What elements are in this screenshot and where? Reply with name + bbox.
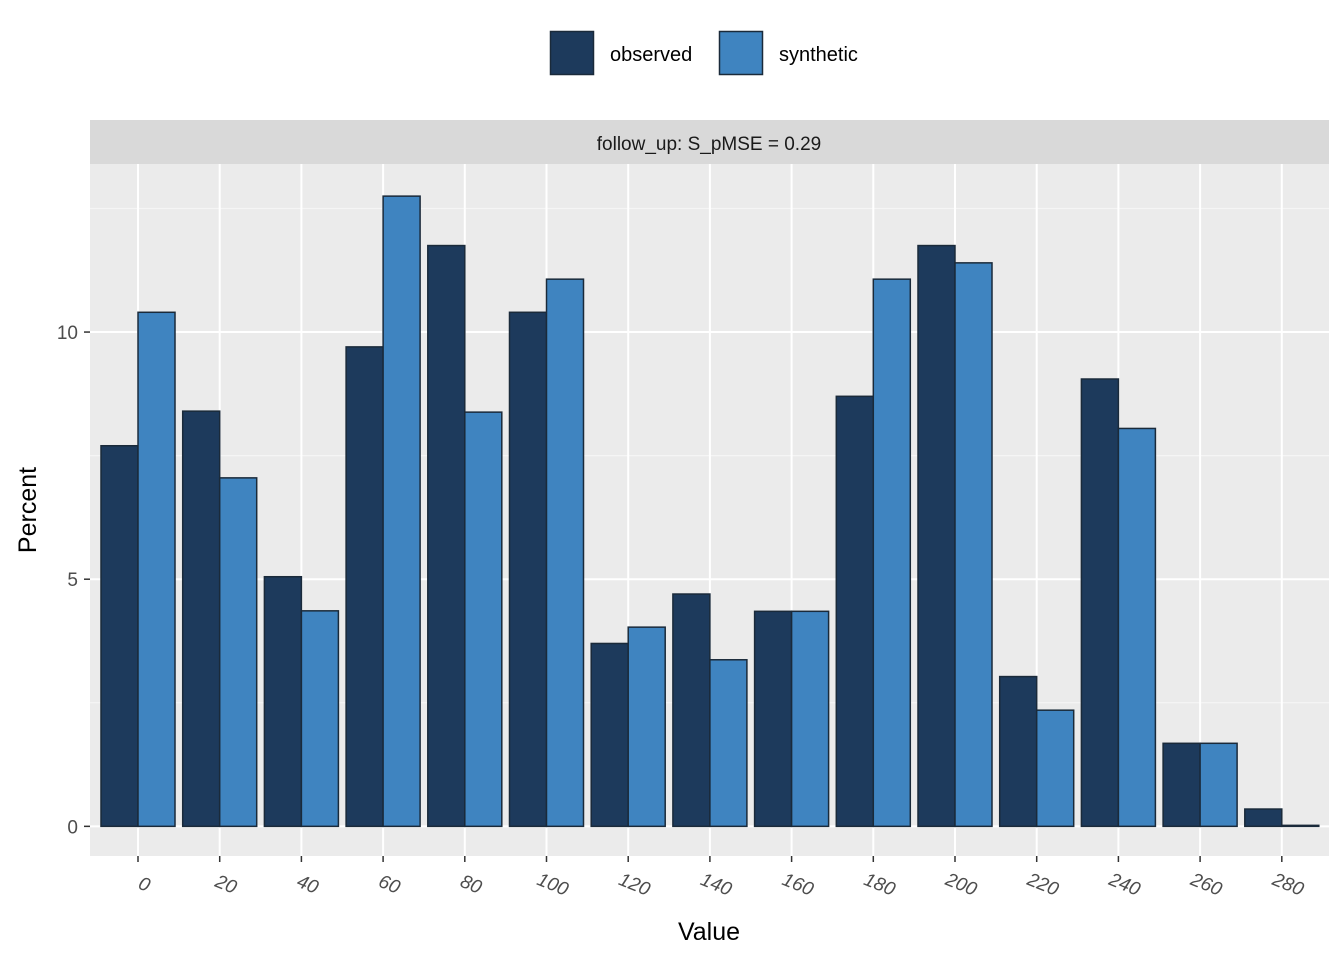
legend-label-synthetic: synthetic bbox=[779, 44, 858, 66]
x-axis: 0 20 40 60 80 100 120 140 160 180 200 220 240 260 280 bbox=[135, 856, 1307, 901]
y-axis-title: Percent bbox=[14, 467, 42, 553]
bar-observed-100 bbox=[508, 311, 548, 828]
bar-synthetic-60 bbox=[382, 195, 421, 828]
bar-observed-220 bbox=[998, 675, 1038, 828]
bar-observed-0 bbox=[100, 444, 139, 828]
x-tick-label: 280 bbox=[1268, 869, 1307, 901]
y-tick-label: 0 bbox=[67, 817, 78, 838]
bar-observed-60 bbox=[345, 346, 384, 828]
bars bbox=[100, 195, 1320, 828]
bar-observed-200 bbox=[917, 244, 956, 828]
bar-observed-260 bbox=[1162, 742, 1201, 828]
legend-key-synthetic-fill bbox=[718, 30, 764, 76]
legend-label-observed: observed bbox=[610, 44, 692, 66]
x-tick-label: 220 bbox=[1023, 869, 1062, 901]
bar-synthetic-120 bbox=[627, 626, 666, 828]
bar-synthetic-40 bbox=[300, 610, 340, 828]
bar-observed-20 bbox=[181, 410, 221, 828]
x-tick-label: 60 bbox=[375, 871, 403, 899]
x-tick-label: 160 bbox=[779, 869, 817, 901]
bar-synthetic-180 bbox=[872, 278, 912, 828]
bar-observed-140 bbox=[672, 593, 711, 828]
bar-synthetic-20 bbox=[218, 477, 258, 828]
x-tick-label: 140 bbox=[697, 869, 735, 901]
bar-synthetic-220 bbox=[1035, 709, 1075, 828]
y-tick-label: 10 bbox=[57, 323, 78, 344]
bar-observed-240 bbox=[1080, 378, 1120, 828]
y-axis: 0 5 10 bbox=[57, 323, 90, 838]
bar-synthetic-140 bbox=[709, 659, 748, 828]
bar-observed-120 bbox=[590, 642, 629, 828]
x-tick-label: 120 bbox=[616, 869, 654, 901]
x-tick-label: 260 bbox=[1187, 869, 1226, 901]
legend-key-observed-fill bbox=[549, 30, 595, 76]
bar-observed-80 bbox=[427, 244, 466, 828]
legend: observed synthetic bbox=[549, 30, 858, 76]
bar-synthetic-280 bbox=[1281, 824, 1320, 828]
bar-observed-160 bbox=[753, 610, 793, 828]
x-tick-label: 20 bbox=[211, 871, 240, 899]
bar-observed-280 bbox=[1244, 808, 1283, 828]
bar-synthetic-240 bbox=[1117, 427, 1157, 828]
x-tick-label: 240 bbox=[1105, 869, 1144, 901]
bar-synthetic-0 bbox=[137, 311, 176, 828]
bar-observed-180 bbox=[835, 395, 875, 828]
x-axis-title: Value bbox=[678, 918, 740, 946]
x-tick-label: 0 bbox=[135, 873, 153, 897]
x-tick-label: 180 bbox=[861, 869, 899, 901]
y-tick-label: 5 bbox=[67, 570, 78, 591]
bar-observed-40 bbox=[263, 575, 303, 828]
bar-synthetic-260 bbox=[1199, 742, 1238, 828]
facet-strip bbox=[90, 120, 1329, 164]
facet-label: follow_up: S_pMSE = 0.29 bbox=[597, 134, 821, 155]
x-tick-label: 40 bbox=[294, 871, 322, 899]
bar-synthetic-100 bbox=[545, 278, 585, 828]
x-tick-label: 80 bbox=[457, 871, 485, 899]
bar-synthetic-200 bbox=[954, 262, 993, 828]
bar-synthetic-80 bbox=[464, 411, 503, 828]
x-tick-label: 100 bbox=[534, 869, 572, 901]
x-tick-label: 200 bbox=[942, 869, 981, 901]
bar-synthetic-160 bbox=[790, 610, 830, 828]
